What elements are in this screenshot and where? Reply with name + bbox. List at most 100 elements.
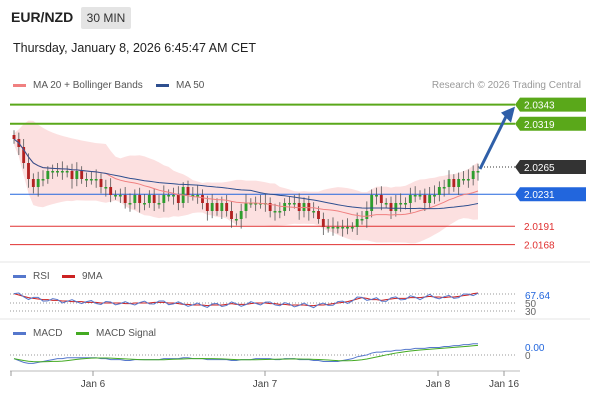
candle	[46, 166, 50, 184]
bollinger-bands	[14, 120, 478, 244]
candle	[191, 187, 195, 201]
chart-datetime: Thursday, January 8, 2026 6:45:47 AM CET	[13, 41, 256, 55]
candle	[442, 179, 446, 197]
candle	[36, 171, 40, 197]
rsi-lines	[13, 292, 479, 309]
candle	[336, 221, 340, 234]
interval-button[interactable]: 30 MIN	[81, 7, 131, 29]
candle	[375, 187, 378, 205]
candle	[133, 189, 137, 210]
candle	[452, 174, 456, 192]
candle	[370, 189, 374, 218]
candle	[312, 202, 316, 219]
macd-line	[13, 343, 478, 364]
legend-signal-label: MACD Signal	[96, 328, 157, 339]
candle	[128, 193, 132, 212]
candle	[65, 165, 69, 178]
candle	[413, 186, 417, 203]
candle	[205, 195, 209, 221]
ma20-swatch	[13, 84, 26, 87]
candle	[350, 222, 354, 232]
candle	[143, 194, 146, 211]
candle	[22, 139, 26, 169]
price-tag-resistance: 2.0319	[515, 116, 586, 131]
candle	[210, 194, 214, 219]
price-tag-support: 2.0168	[524, 241, 555, 252]
macd-value-label: 0.00	[525, 343, 545, 354]
rsi-swatch	[13, 275, 26, 278]
candle	[152, 188, 156, 211]
candle	[230, 201, 233, 228]
legend-ma20-label: MA 20 + Bollinger Bands	[33, 80, 143, 91]
candle	[384, 198, 388, 208]
candle	[215, 198, 219, 216]
candle	[51, 164, 55, 179]
candle	[355, 212, 359, 235]
price-tag-resistance: 2.0343	[515, 97, 586, 112]
candles	[12, 130, 480, 237]
legend-ma20-bb: MA 20 + Bollinger Bands	[13, 80, 143, 91]
candle	[89, 171, 93, 185]
rsi-value-label: 67.64	[525, 291, 550, 302]
x-tick-label-jan7: Jan 7	[253, 379, 278, 390]
rsi-9ma-line	[13, 292, 479, 307]
candle	[225, 195, 229, 217]
candle	[75, 162, 79, 187]
candle	[278, 202, 282, 219]
price-tag-label: 2.0265	[524, 163, 555, 174]
candle	[176, 186, 180, 211]
symbol-title: EUR/NZD	[11, 9, 74, 25]
macd-zero-label: 0	[525, 351, 531, 362]
candle	[404, 197, 407, 210]
bollinger-band-fill	[14, 120, 478, 244]
candle	[365, 201, 369, 228]
candle	[466, 169, 470, 188]
price-tag-label: 2.0343	[524, 101, 555, 112]
candle	[118, 188, 122, 203]
price-tag-pivot: 2.0231	[515, 187, 586, 202]
rsi-level-30-label: 30	[525, 307, 537, 318]
legend-9ma-label: 9MA	[82, 271, 103, 282]
research-credit: Research © 2026 Trading Central	[431, 80, 581, 91]
legend-9ma: 9MA	[62, 271, 103, 282]
moving-averages	[13, 138, 479, 217]
candle	[138, 187, 142, 213]
candle	[201, 189, 204, 210]
macd-lines	[13, 343, 479, 364]
candle	[457, 172, 461, 195]
x-axis: Jan 6 Jan 7 Jan 8 Jan 16	[10, 371, 519, 390]
forecast-arrow	[478, 106, 515, 170]
candle	[80, 166, 84, 184]
ma50-line	[13, 138, 479, 210]
candle	[31, 173, 35, 194]
price-tags: 2.0343 2.0319 2.0265 2.0231 2.0191 2.0168	[515, 97, 586, 252]
candle	[114, 190, 117, 200]
candle	[220, 196, 224, 219]
candle	[326, 219, 330, 233]
candle	[447, 170, 451, 195]
candle	[172, 187, 175, 205]
legend-rsi-label: RSI	[33, 271, 50, 282]
candle	[428, 187, 432, 209]
candle	[123, 187, 127, 209]
rsi-level-50-label: 50	[525, 299, 537, 310]
candle	[104, 179, 108, 197]
candle	[234, 213, 238, 226]
x-tick-label-jan6: Jan 6	[81, 379, 106, 390]
candle	[162, 185, 166, 212]
candle	[196, 185, 200, 204]
legend-macd-label: MACD	[33, 328, 63, 339]
price-tag-label: 2.0168	[524, 241, 555, 252]
x-tick-label-jan16: Jan 16	[489, 379, 519, 390]
candle	[268, 197, 272, 218]
ma50-swatch	[156, 84, 169, 87]
ma9-swatch	[62, 275, 75, 278]
candle	[317, 206, 320, 224]
macd-swatch	[13, 332, 26, 335]
candle	[331, 217, 335, 236]
candle	[109, 178, 113, 203]
candle	[433, 185, 436, 204]
candle	[346, 218, 349, 235]
forecast-arrow-shaft	[478, 115, 508, 170]
